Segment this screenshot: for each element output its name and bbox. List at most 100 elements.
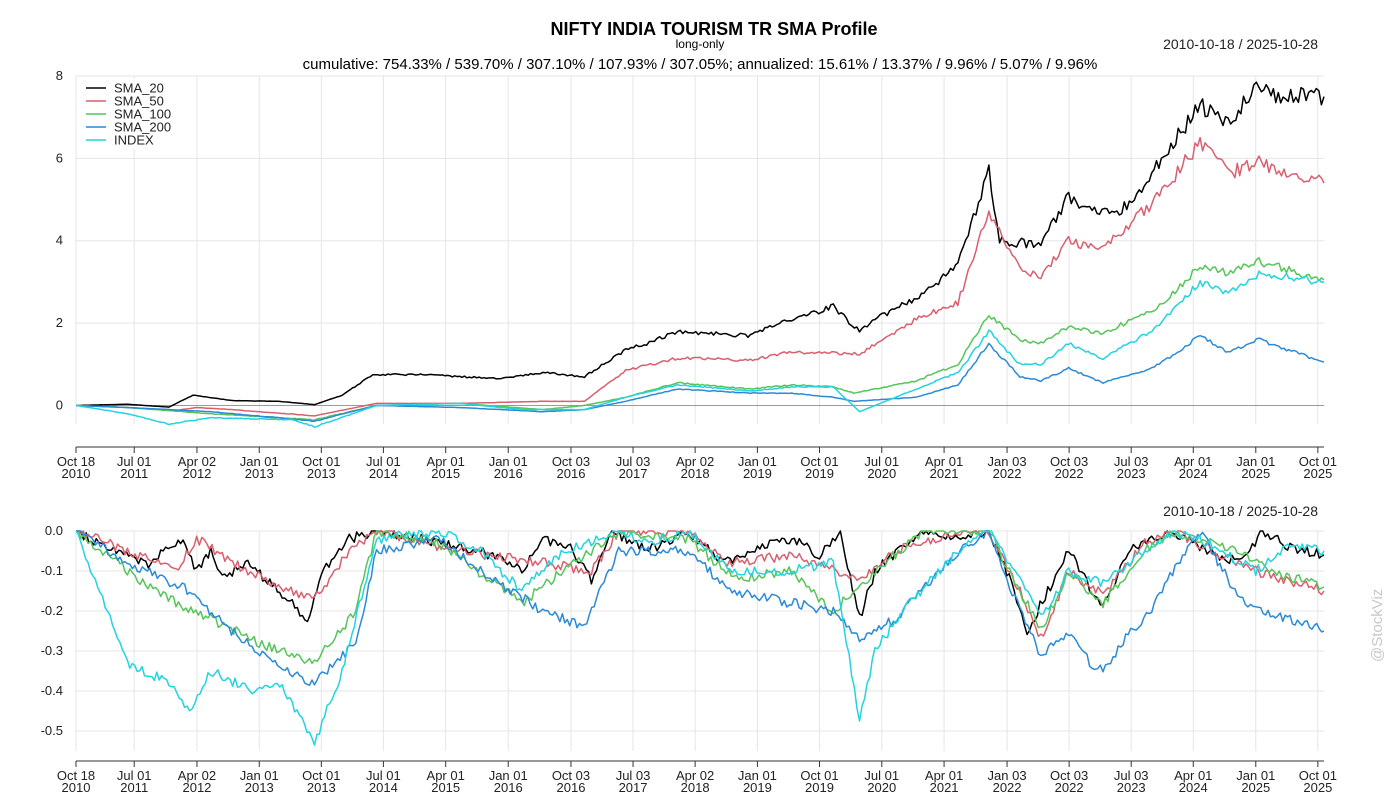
- x-tick-label-year: 2012: [182, 466, 211, 481]
- x-tick-label-year: 2010: [62, 780, 91, 795]
- x-tick-label: Apr 02: [676, 454, 714, 469]
- x-tick-label-year: 2015: [431, 780, 460, 795]
- x-tick-label: Jul 01: [366, 454, 401, 469]
- x-tick-label: Apr 01: [427, 768, 465, 783]
- x-tick-label-year: 2018: [681, 780, 710, 795]
- x-tick-label: Apr 02: [178, 768, 216, 783]
- top-date-range: 2010-10-18 / 2025-10-28: [1163, 36, 1318, 52]
- x-tick-label-year: 2023: [1117, 466, 1146, 481]
- x-tick-label-year: 2011: [120, 466, 148, 481]
- x-tick-label-year: 2020: [867, 780, 896, 795]
- series-line-sma-100: [76, 530, 1325, 665]
- x-tick-label: Jul 01: [117, 454, 152, 469]
- x-tick-label: Oct 01: [1299, 768, 1337, 783]
- x-tick-label-year: 2012: [182, 780, 211, 795]
- x-tick-label: Jul 01: [864, 454, 899, 469]
- x-tick-label-year: 2013: [245, 780, 274, 795]
- x-tick-label-year: 2010: [62, 466, 91, 481]
- y-tick-label: -0.2: [41, 603, 63, 618]
- x-tick-label: Apr 02: [676, 768, 714, 783]
- y-tick-label: -0.4: [41, 683, 63, 698]
- x-tick-label: Jul 03: [616, 454, 651, 469]
- x-tick-label: Jan 01: [1236, 768, 1275, 783]
- legend-label: INDEX: [114, 133, 154, 148]
- watermark: @StockViz: [1369, 589, 1386, 662]
- performance-stats: cumulative: 754.33% / 539.70% / 307.10% …: [303, 56, 1098, 73]
- series-line-index: [75, 530, 1325, 746]
- x-tick-label-year: 2025: [1303, 780, 1332, 795]
- series-line-sma-50: [75, 136, 1325, 417]
- series-line-sma-100: [75, 257, 1325, 421]
- x-tick-label-year: 2020: [867, 466, 896, 481]
- x-tick-label: Jul 01: [117, 768, 152, 783]
- legend-label: SMA_20: [114, 81, 164, 96]
- x-tick-label: Apr 01: [925, 454, 963, 469]
- x-tick-label: Jan 03: [988, 768, 1027, 783]
- x-tick-label: Apr 01: [1174, 454, 1212, 469]
- x-tick-label: Jul 03: [1114, 454, 1149, 469]
- x-tick-label-year: 2019: [743, 780, 772, 795]
- series-line-sma-200: [75, 334, 1325, 423]
- x-tick-label: Oct 01: [302, 454, 340, 469]
- x-tick-label-year: 2023: [1117, 780, 1146, 795]
- y-tick-label: 0.0: [45, 523, 63, 538]
- x-tick-label: Oct 03: [552, 454, 590, 469]
- x-tick-label-year: 2014: [369, 466, 398, 481]
- x-tick-label-year: 2025: [1241, 466, 1270, 481]
- series-line-sma-20: [76, 81, 1325, 408]
- x-tick-label-year: 2014: [369, 780, 398, 795]
- x-tick-label: Apr 01: [925, 768, 963, 783]
- y-tick-label: 2: [56, 315, 63, 330]
- x-tick-label-year: 2013: [307, 780, 336, 795]
- y-tick-label: 4: [56, 233, 63, 248]
- x-tick-label: Oct 03: [1050, 768, 1088, 783]
- x-tick-label: Oct 18: [57, 768, 95, 783]
- x-tick-label: Jan 01: [738, 454, 777, 469]
- chart-title: NIFTY INDIA TOURISM TR SMA Profile: [550, 19, 877, 39]
- x-tick-label: Oct 01: [1299, 454, 1337, 469]
- x-tick-label-year: 2011: [120, 780, 148, 795]
- y-tick-label: -0.5: [41, 723, 63, 738]
- x-tick-label-year: 2015: [431, 466, 460, 481]
- x-tick-label-year: 2022: [1055, 466, 1084, 481]
- x-tick-label-year: 2016: [557, 780, 586, 795]
- series-line-index: [75, 270, 1325, 428]
- x-tick-label: Jan 01: [489, 768, 528, 783]
- y-tick-label: -0.3: [41, 643, 63, 658]
- x-tick-label: Oct 01: [800, 454, 838, 469]
- legend-label: SMA_200: [114, 120, 171, 135]
- x-tick-label-year: 2025: [1241, 780, 1270, 795]
- x-tick-label: Jan 01: [240, 768, 279, 783]
- x-tick-label: Apr 01: [1174, 768, 1212, 783]
- legend-label: SMA_50: [114, 94, 164, 109]
- y-tick-label: 0: [56, 397, 63, 412]
- x-tick-label-year: 2019: [805, 466, 834, 481]
- bottom-date-range: 2010-10-18 / 2025-10-28: [1163, 503, 1318, 519]
- series-line-sma-20: [76, 530, 1325, 636]
- x-tick-label: Apr 02: [178, 454, 216, 469]
- x-tick-label-year: 2019: [805, 780, 834, 795]
- x-tick-label-year: 2021: [930, 466, 959, 481]
- x-tick-label: Jul 03: [616, 768, 651, 783]
- x-tick-label: Oct 18: [57, 454, 95, 469]
- x-tick-label: Apr 01: [427, 454, 465, 469]
- x-tick-label: Jul 01: [864, 768, 899, 783]
- series-line-sma-200: [76, 530, 1325, 686]
- x-tick-label: Jul 01: [366, 768, 401, 783]
- x-tick-label-year: 2016: [494, 466, 523, 481]
- x-tick-label-year: 2024: [1179, 466, 1208, 481]
- x-tick-label-year: 2022: [993, 466, 1022, 481]
- chart-subtitle: long-only: [676, 37, 725, 51]
- x-tick-label-year: 2022: [1055, 780, 1084, 795]
- x-tick-label-year: 2016: [557, 466, 586, 481]
- x-tick-label: Jul 03: [1114, 768, 1149, 783]
- x-tick-label: Jan 01: [489, 454, 528, 469]
- x-tick-label-year: 2016: [494, 780, 523, 795]
- x-tick-label: Oct 01: [800, 768, 838, 783]
- x-tick-label-year: 2017: [619, 780, 648, 795]
- series-line-sma-50: [76, 530, 1325, 638]
- x-tick-label-year: 2018: [681, 466, 710, 481]
